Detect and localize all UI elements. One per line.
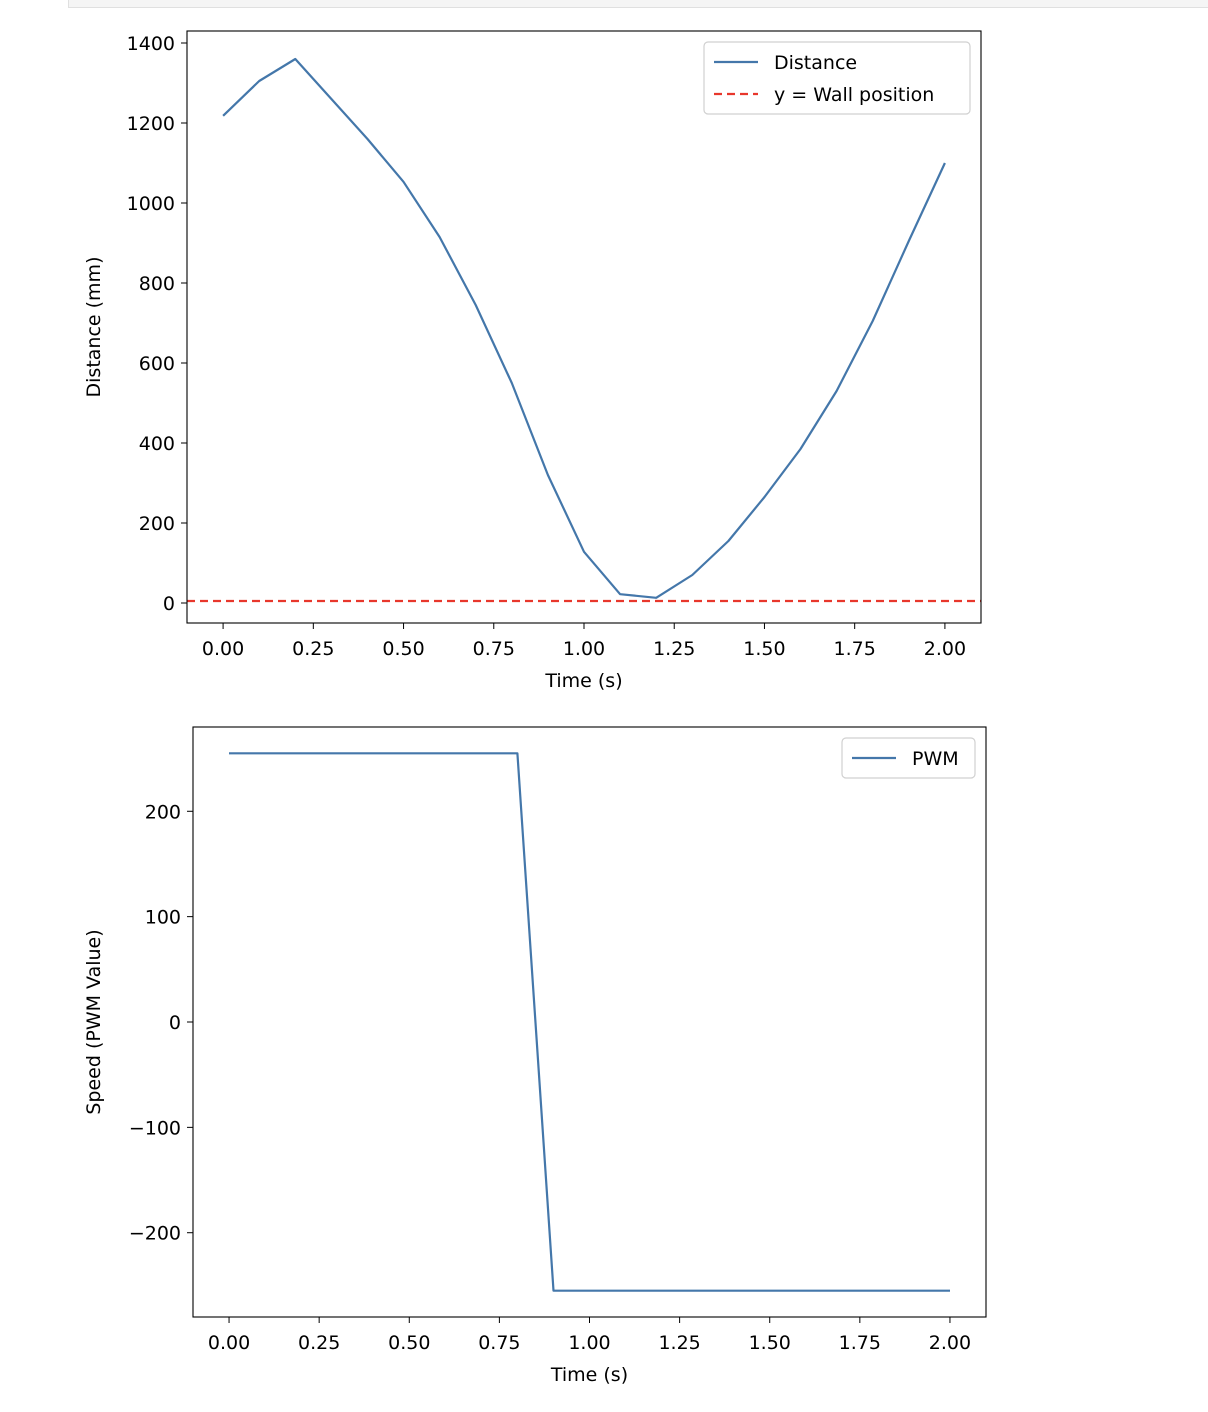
x-tick-label: 0.25 [298,1332,340,1354]
plot-frame [186,30,982,624]
x-tick-label: 0.25 [292,638,334,660]
x-tick-label: 1.50 [743,638,785,660]
x-tick-label: 1.50 [749,1332,791,1354]
x-tick-label: 1.00 [563,638,605,660]
y-axis-label: Distance (mm) [83,257,105,398]
series-line-0 [229,752,950,1292]
y-tick-label: −200 [129,1223,181,1245]
x-tick-label: 0.50 [382,638,424,660]
x-tick-label: 2.00 [929,1332,971,1354]
y-axis-label: Speed (PWM Value) [83,929,105,1114]
legend-label-0: PWM [912,748,959,770]
y-tick-label: 1200 [127,113,175,135]
y-tick-label: 400 [139,433,175,455]
x-axis-label: Time (s) [544,670,622,692]
x-tick-label: 1.75 [839,1332,881,1354]
y-tick-label: 1400 [127,33,175,55]
plot-frame [192,726,987,1318]
y-tick-label: 200 [139,513,175,535]
x-tick-label: 0.00 [208,1332,250,1354]
y-tick-label: 200 [145,801,181,823]
x-tick-label: 1.75 [834,638,876,660]
y-tick-label: −100 [129,1117,181,1139]
legend-label-0: Distance [774,52,857,74]
x-tick-label: 0.75 [473,638,515,660]
notebook-cell-edge [68,0,1208,8]
x-tick-label: 2.00 [924,638,966,660]
x-tick-label: 0.00 [202,638,244,660]
y-tick-label: 100 [145,907,181,929]
x-tick-label: 1.25 [658,1332,700,1354]
distance-chart: 0.00 0.25 0.50 0.75 1.00 1.25 1.50 1.75 2.00 0 200… [83,30,982,692]
legend-box [703,41,971,115]
legend-box [841,737,976,779]
series-line-0 [222,57,946,599]
y-tick-label: 0 [169,1012,181,1034]
y-tick-label: 0 [163,593,175,615]
x-tick-label: 0.75 [478,1332,520,1354]
x-tick-label: 0.50 [388,1332,430,1354]
x-tick-label: 1.25 [653,638,695,660]
x-axis-label: Time (s) [550,1364,628,1386]
x-tick-label: 1.00 [568,1332,610,1354]
y-tick-label: 600 [139,353,175,375]
pwm-chart: 0.00 0.25 0.50 0.75 1.00 1.25 1.50 1.75 2.00 −200… [83,726,987,1386]
y-tick-label: 1000 [127,193,175,215]
legend-label-1: y = Wall position [774,84,934,106]
y-tick-label: 800 [139,273,175,295]
